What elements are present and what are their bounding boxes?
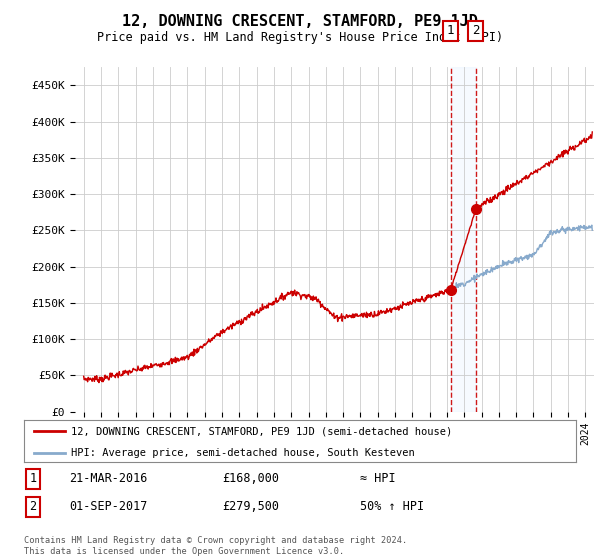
Text: £168,000: £168,000	[222, 472, 279, 486]
Text: 01-SEP-2017: 01-SEP-2017	[69, 500, 148, 514]
Text: 2: 2	[472, 24, 479, 38]
Text: 50% ↑ HPI: 50% ↑ HPI	[360, 500, 424, 514]
Text: ≈ HPI: ≈ HPI	[360, 472, 395, 486]
Text: Price paid vs. HM Land Registry's House Price Index (HPI): Price paid vs. HM Land Registry's House …	[97, 31, 503, 44]
Bar	[451, 67, 476, 412]
Text: £279,500: £279,500	[222, 500, 279, 514]
Text: 12, DOWNING CRESCENT, STAMFORD, PE9 1JD (semi-detached house): 12, DOWNING CRESCENT, STAMFORD, PE9 1JD …	[71, 426, 452, 436]
Text: 1: 1	[447, 24, 455, 38]
Text: 2: 2	[29, 500, 37, 514]
Text: Contains HM Land Registry data © Crown copyright and database right 2024.
This d: Contains HM Land Registry data © Crown c…	[24, 536, 407, 556]
Text: 1: 1	[29, 472, 37, 486]
Text: 21-MAR-2016: 21-MAR-2016	[69, 472, 148, 486]
Text: 12, DOWNING CRESCENT, STAMFORD, PE9 1JD: 12, DOWNING CRESCENT, STAMFORD, PE9 1JD	[122, 14, 478, 29]
Text: HPI: Average price, semi-detached house, South Kesteven: HPI: Average price, semi-detached house,…	[71, 448, 415, 458]
